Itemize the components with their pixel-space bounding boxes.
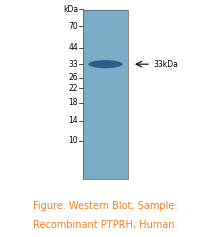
Ellipse shape — [88, 60, 123, 68]
FancyBboxPatch shape — [83, 10, 128, 179]
Text: 26: 26 — [68, 73, 78, 82]
Text: Recombinant PTPRH, Human.: Recombinant PTPRH, Human. — [33, 220, 178, 230]
Text: 14: 14 — [68, 116, 78, 125]
Text: Figure. Western Blot; Sample:: Figure. Western Blot; Sample: — [33, 201, 178, 211]
Text: 70: 70 — [68, 22, 78, 31]
Text: kDa: kDa — [63, 5, 78, 14]
Text: 33kDa: 33kDa — [153, 60, 178, 69]
Text: 10: 10 — [68, 136, 78, 145]
Text: 22: 22 — [68, 84, 78, 93]
Text: 18: 18 — [68, 98, 78, 107]
Text: 44: 44 — [68, 43, 78, 52]
Text: 33: 33 — [68, 60, 78, 69]
